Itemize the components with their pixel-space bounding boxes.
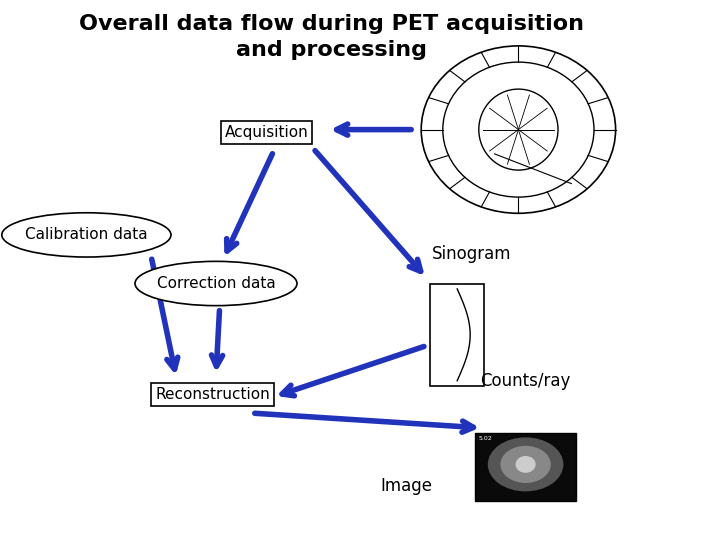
Text: 5.02: 5.02 [479, 436, 492, 441]
FancyBboxPatch shape [475, 433, 576, 501]
Ellipse shape [488, 437, 563, 491]
Text: Overall data flow during PET acquisition: Overall data flow during PET acquisition [78, 14, 584, 33]
Text: Acquisition: Acquisition [225, 125, 308, 140]
Ellipse shape [443, 62, 594, 197]
Text: Counts/ray: Counts/ray [480, 372, 571, 390]
Ellipse shape [500, 446, 551, 483]
Text: and processing: and processing [235, 40, 427, 60]
Ellipse shape [1, 213, 171, 257]
Text: Image: Image [381, 477, 433, 495]
FancyBboxPatch shape [431, 284, 484, 386]
Text: Reconstruction: Reconstruction [155, 387, 270, 402]
Text: Correction data: Correction data [157, 276, 275, 291]
Text: Sinogram: Sinogram [432, 245, 511, 263]
Ellipse shape [135, 261, 297, 306]
Ellipse shape [516, 456, 536, 473]
Ellipse shape [421, 46, 616, 213]
Ellipse shape [479, 89, 558, 170]
Text: Calibration data: Calibration data [25, 227, 148, 242]
